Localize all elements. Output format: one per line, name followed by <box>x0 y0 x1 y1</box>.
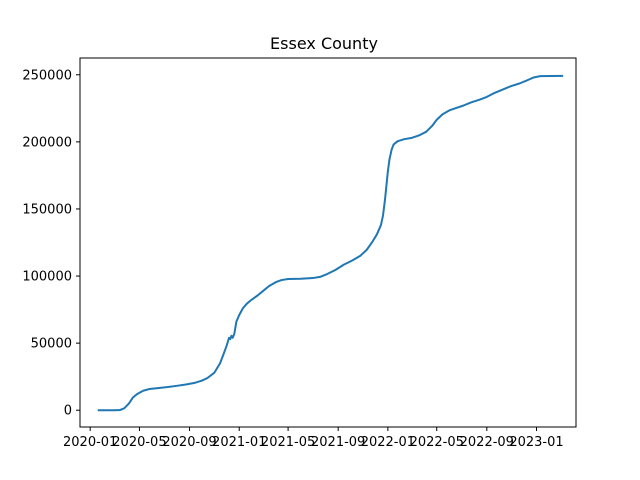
y-tick-label: 200000 <box>22 135 72 150</box>
series-line-0 <box>97 74 564 412</box>
y-tick-label: 250000 <box>22 68 72 83</box>
plot-area <box>97 74 564 412</box>
chart-title: Essex County <box>270 34 378 53</box>
y-tick-label: 150000 <box>22 202 72 217</box>
x-tick-label: 2023-01 <box>509 435 563 450</box>
y-axis: 0 50000 100000 150000 200000 250000 <box>22 68 80 419</box>
x-tick-label: 2020-09 <box>162 435 216 450</box>
y-tick-label: 50000 <box>31 337 72 352</box>
x-tick-label: 2020-01 <box>63 435 117 450</box>
x-tick-label: 2022-01 <box>361 435 415 450</box>
y-tick-label: 0 <box>64 404 72 419</box>
x-axis: 2020-012020-052020-092021-012021-052021-… <box>63 427 564 450</box>
x-tick-label: 2022-09 <box>460 435 514 450</box>
axes-frame <box>79 57 577 428</box>
x-tick-label: 2021-09 <box>311 435 365 450</box>
y-tick-label: 100000 <box>22 270 72 285</box>
x-tick-label: 2021-05 <box>261 435 315 450</box>
x-tick-label: 2020-05 <box>112 435 166 450</box>
x-tick-label: 2021-01 <box>212 435 266 450</box>
x-tick-label: 2022-05 <box>410 435 464 450</box>
